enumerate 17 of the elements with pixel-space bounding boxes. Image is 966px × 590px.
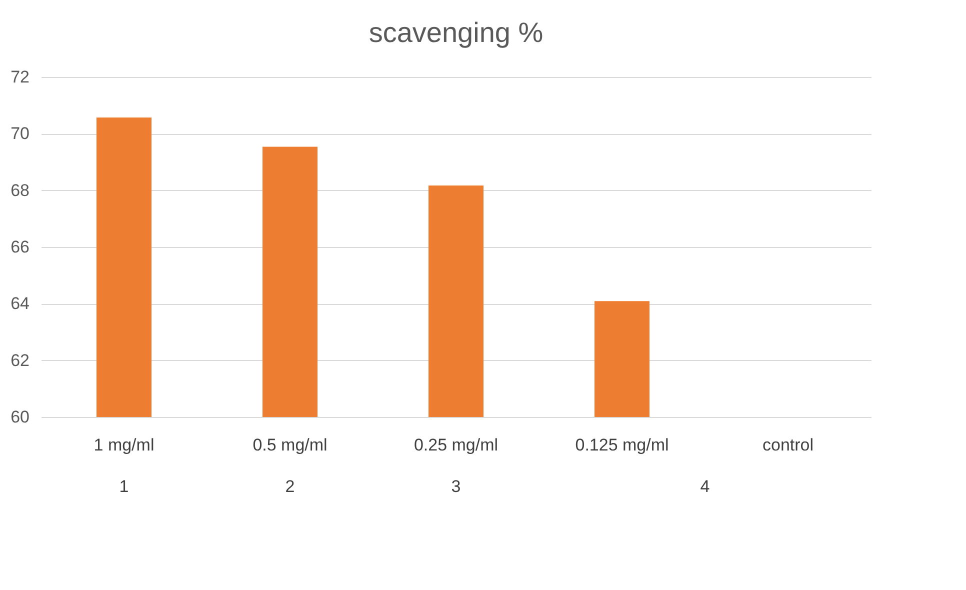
- text: 3: [451, 477, 461, 496]
- y-tick-label: 68: [10, 180, 30, 200]
- chart-title: scavenging %: [368, 17, 544, 48]
- y-tick-label: 72: [10, 68, 30, 86]
- y-tick-label: 64: [10, 294, 30, 314]
- text: 1: [119, 477, 129, 496]
- x-tick-label: 0.125 mg/ml: [575, 436, 669, 454]
- y-tick-label: 66: [10, 238, 30, 256]
- y-tick-label: 60: [10, 408, 30, 426]
- text: 2: [285, 477, 295, 496]
- x-tick-label: 0.25 mg/ml: [414, 436, 498, 454]
- x-tick-label: 0.5 mg/ml: [252, 436, 328, 454]
- y-tick-label: 70: [10, 124, 30, 144]
- x-tick-label: control: [762, 436, 814, 454]
- x-tick-label: 1 mg/ml: [94, 436, 154, 454]
- y-tick-label: 62: [10, 350, 30, 370]
- text: 4: [700, 477, 710, 496]
